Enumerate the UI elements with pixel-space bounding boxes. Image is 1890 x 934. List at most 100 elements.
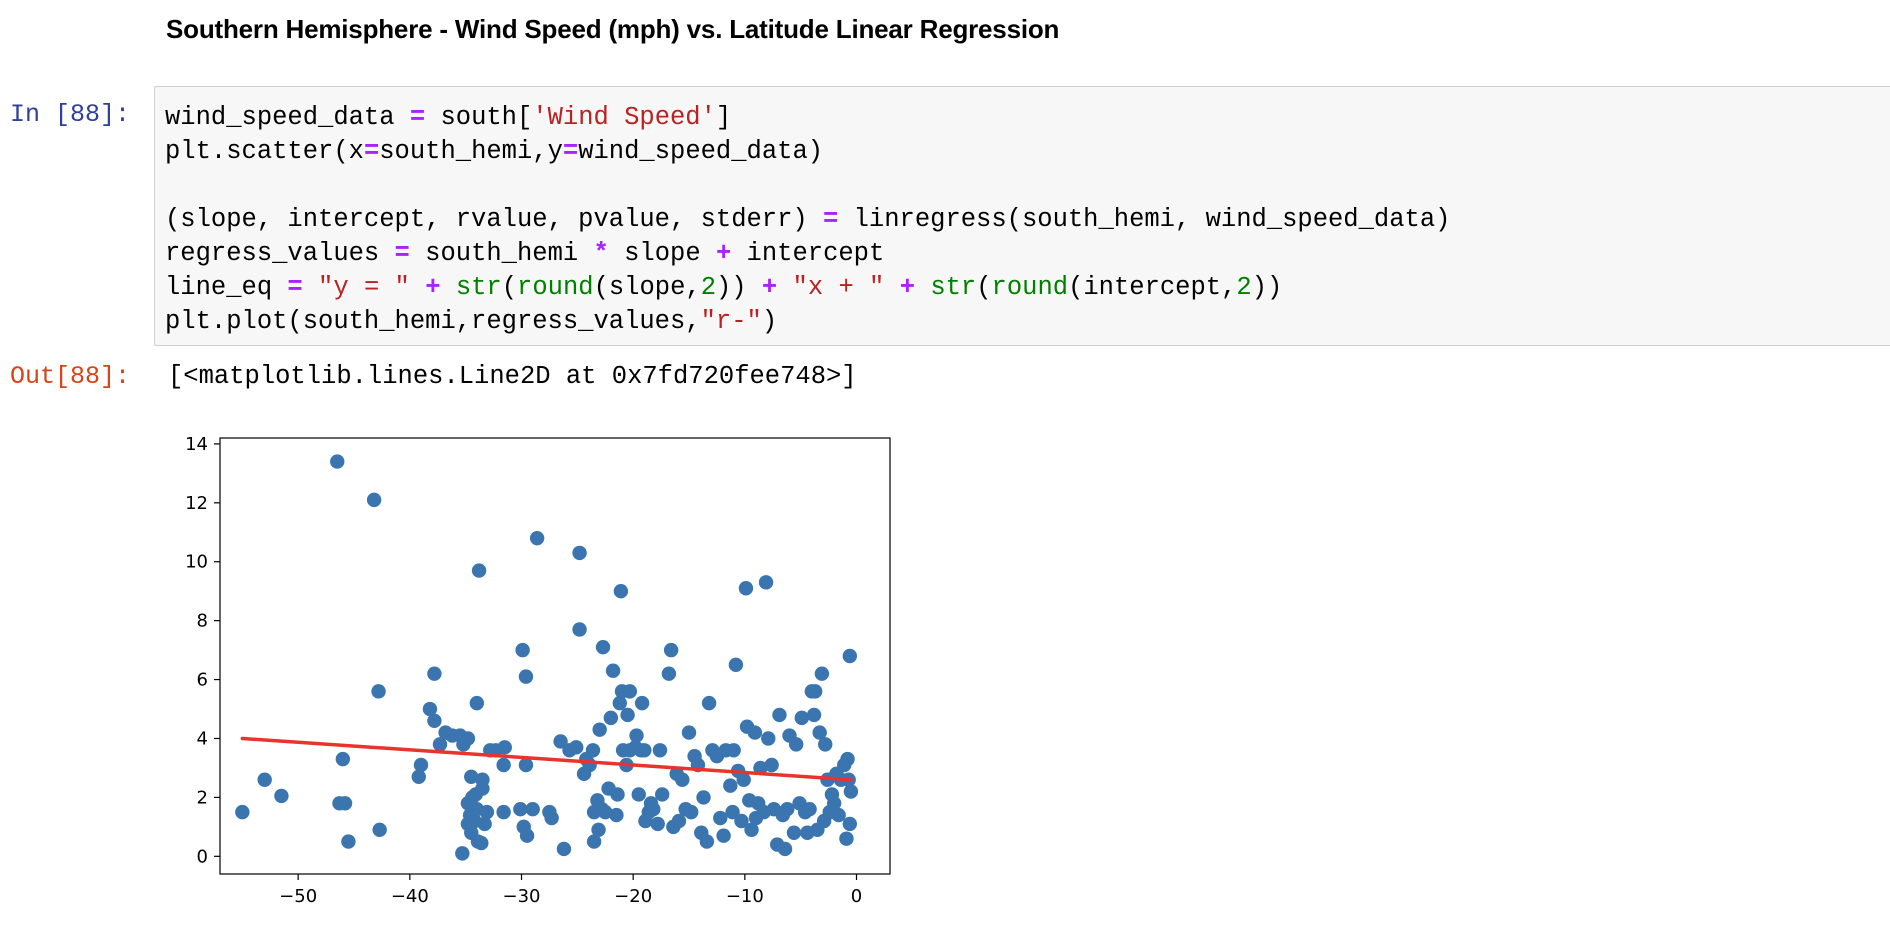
code-token: 'Wind Speed' — [532, 103, 716, 132]
data-point — [684, 804, 699, 820]
code-cell-editor[interactable]: wind_speed_data = south['Wind Speed'] plt… — [154, 86, 1890, 346]
code-token: plt.plot(south_hemi,regress_values, — [165, 307, 701, 336]
data-point — [842, 648, 857, 664]
data-point — [681, 725, 697, 740]
code-token: intercept — [731, 239, 885, 268]
code-line: line_eq = "y = " + str(round(slope,2)) +… — [165, 271, 1450, 305]
code-token: )) — [1251, 273, 1283, 302]
code-token: = — [409, 103, 426, 132]
data-point — [471, 563, 487, 578]
code-line: wind_speed_data = south['Wind Speed'] — [165, 101, 1450, 135]
code-text[interactable]: wind_speed_data = south['Wind Speed'] plt… — [165, 101, 1450, 339]
data-point — [699, 834, 715, 849]
code-token: line_eq — [165, 273, 288, 302]
data-point — [460, 731, 476, 746]
data-point — [337, 796, 353, 811]
data-point — [544, 810, 559, 826]
data-point — [839, 831, 854, 846]
data-point — [818, 737, 833, 752]
code-line: regress_values = south_hemi * slope + in… — [165, 237, 1450, 271]
data-point — [696, 790, 711, 805]
data-point — [747, 725, 763, 740]
data-point — [723, 778, 738, 793]
data-point — [620, 707, 635, 723]
code-token: wind_speed_data) — [578, 137, 824, 166]
data-point — [701, 695, 717, 711]
data-point — [736, 772, 751, 787]
code-token: * — [593, 239, 609, 268]
data-point — [569, 740, 584, 755]
data-point — [427, 713, 442, 729]
data-point — [572, 622, 587, 637]
data-point — [780, 801, 795, 817]
data-point — [734, 813, 749, 829]
output-text: [<matplotlib.lines.Line2D at 0x7fd720fee… — [168, 362, 857, 391]
code-token — [410, 273, 425, 302]
data-point — [525, 801, 540, 817]
code-token: = — [823, 205, 839, 234]
data-point — [655, 787, 670, 802]
data-point — [807, 684, 823, 699]
data-point — [479, 804, 495, 820]
code-line: (slope, intercept, rvalue, pvalue, stder… — [165, 203, 1450, 237]
code-token: ] — [715, 103, 732, 132]
x-tick-label: −10 — [726, 886, 764, 907]
data-point — [764, 757, 779, 773]
x-tick-label: −30 — [503, 886, 541, 907]
data-point — [629, 728, 644, 743]
data-point — [427, 666, 442, 681]
data-point — [553, 734, 568, 749]
data-point — [610, 787, 625, 802]
data-point — [634, 695, 650, 711]
data-point — [372, 822, 387, 838]
data-point — [595, 639, 611, 655]
data-point — [814, 666, 830, 681]
code-token: round — [517, 273, 594, 302]
code-token: 2 — [700, 273, 716, 302]
code-line — [165, 169, 1450, 203]
y-tick-label: 14 — [185, 434, 208, 455]
data-point — [585, 743, 601, 758]
data-point — [812, 725, 827, 740]
data-point — [772, 707, 787, 723]
data-point — [789, 737, 804, 752]
data-point — [671, 813, 687, 829]
data-point — [637, 743, 652, 758]
data-point — [843, 784, 859, 799]
data-point — [622, 684, 638, 699]
code-token: str — [930, 273, 977, 302]
data-point — [761, 731, 776, 746]
data-point — [496, 757, 511, 773]
code-token: regress_values — [165, 239, 395, 268]
data-point — [744, 822, 759, 838]
code-token: + — [761, 273, 778, 302]
data-point — [661, 666, 677, 681]
data-point — [586, 834, 602, 849]
input-prompt: In [88]: — [10, 100, 131, 129]
code-token: (slope, intercept, rvalue, pvalue, stder… — [165, 205, 824, 234]
data-point — [274, 788, 289, 804]
data-point — [330, 454, 345, 469]
data-point — [806, 707, 822, 723]
x-tick-label: −40 — [391, 886, 429, 907]
data-point — [519, 828, 535, 843]
code-line: plt.scatter(x=south_hemi,y=wind_speed_da… — [165, 135, 1450, 169]
data-point — [613, 583, 629, 599]
data-point — [422, 701, 438, 717]
data-point — [496, 804, 511, 820]
data-point — [794, 710, 809, 726]
code-token: south_hemi,y — [379, 137, 563, 166]
data-point — [713, 810, 728, 826]
markdown-heading: Southern Hemisphere - Wind Speed (mph) v… — [166, 14, 1060, 44]
data-point — [477, 816, 492, 832]
data-point — [341, 834, 356, 849]
data-point — [592, 722, 607, 737]
data-point — [786, 825, 802, 840]
code-token: ( — [976, 273, 992, 302]
code-token: plt.scatter(x — [165, 137, 364, 166]
data-point — [716, 828, 731, 843]
data-point — [235, 804, 250, 820]
data-point — [826, 796, 842, 811]
code-token — [441, 273, 456, 302]
data-point — [609, 807, 624, 823]
